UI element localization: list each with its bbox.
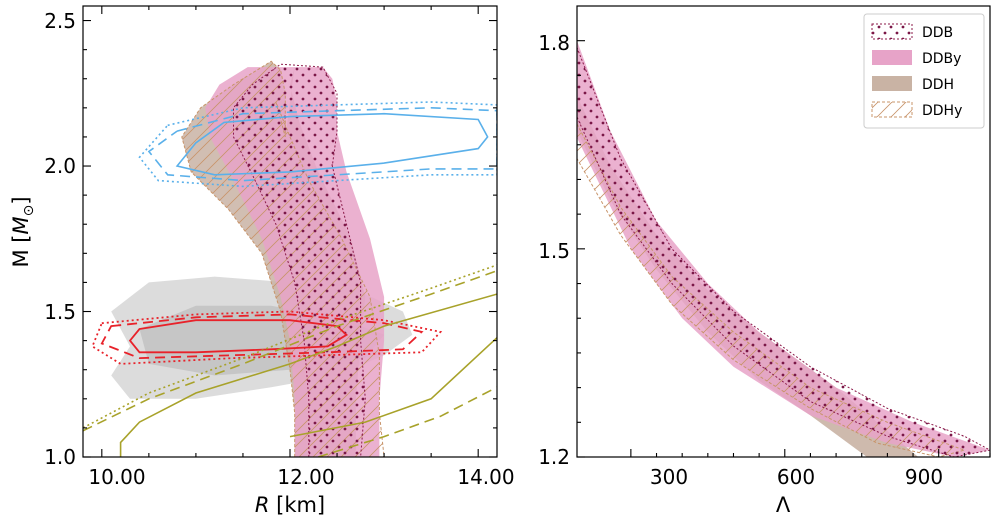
- gw170817-dotted-contour: [83, 264, 497, 429]
- y-tick-label: 1.0: [44, 445, 76, 469]
- y-tick-label: 1.5: [44, 300, 76, 324]
- svg-text:DDHy: DDHy: [922, 103, 962, 119]
- right-axes-frame: [576, 5, 991, 458]
- x-tick-label: 900: [905, 465, 943, 489]
- y-tick-label: 2.5: [44, 9, 76, 33]
- x-tick-label: 12.00: [277, 465, 334, 489]
- x-tick-label: 600: [777, 465, 815, 489]
- left-tick-labels: 10.00 12.00 14.00 1.0 1.5 2.0 2.5: [44, 9, 514, 489]
- x-tick-label: 14.00: [457, 465, 514, 489]
- svg-text:DDB: DDB: [922, 25, 953, 41]
- svg-text:DDBy: DDBy: [922, 51, 961, 67]
- svg-text:DDH: DDH: [922, 77, 954, 93]
- right-plot-area: [577, 40, 990, 457]
- x-axis-label: Λ: [776, 493, 791, 517]
- x-axis-label: R [km]: [255, 493, 325, 517]
- nicer-j0740-dashed-contour: [147, 106, 497, 182]
- right-tick-labels: 300 600 900 1.2 1.5 1.8: [538, 31, 943, 489]
- legend-item-ddh: DDH: [872, 76, 954, 93]
- nicer-j0030-solid-contour: [128, 319, 348, 354]
- gw170817-solid-contour: [119, 293, 497, 457]
- ddhy-lambda-band: [577, 123, 966, 457]
- legend-item-ddby: DDBy: [872, 50, 961, 67]
- ddb-lambda-band: [577, 47, 990, 457]
- right-ticks: [577, 40, 991, 458]
- left-panel: 10.00 12.00 14.00 1.0 1.5 2.0 2.5 R [km]…: [9, 5, 515, 517]
- left-plot-area: [83, 60, 497, 457]
- legend: DDB DDBy DDH DDHy: [863, 13, 985, 129]
- legend-item-ddhy: DDHy: [871, 101, 962, 119]
- y-tick-label: 1.8: [538, 31, 570, 55]
- nicer-j0030-dashed-contour: [100, 313, 424, 360]
- nicer-j0030-dotted-contour: [91, 310, 443, 365]
- legend-item-ddb: DDB: [871, 23, 953, 41]
- left-ticks: [83, 6, 497, 458]
- y-axis-label: M [M⊙]: [9, 196, 37, 267]
- y-tick-label: 1.2: [538, 445, 570, 469]
- ddb-band: [233, 63, 370, 457]
- x-tick-label: 10.00: [88, 465, 145, 489]
- nicer-j0740-solid-contour: [175, 112, 489, 176]
- right-panel: 300 600 900 1.2 1.5 1.8 Λ DDB DDBy DDH: [538, 5, 991, 517]
- gw170817-dashed-contour: [83, 270, 497, 457]
- nicer-j0740-dotted-contour: [138, 101, 497, 188]
- y-tick-label: 2.0: [44, 154, 76, 178]
- x-tick-label: 300: [650, 465, 688, 489]
- y-tick-label: 1.5: [538, 239, 570, 263]
